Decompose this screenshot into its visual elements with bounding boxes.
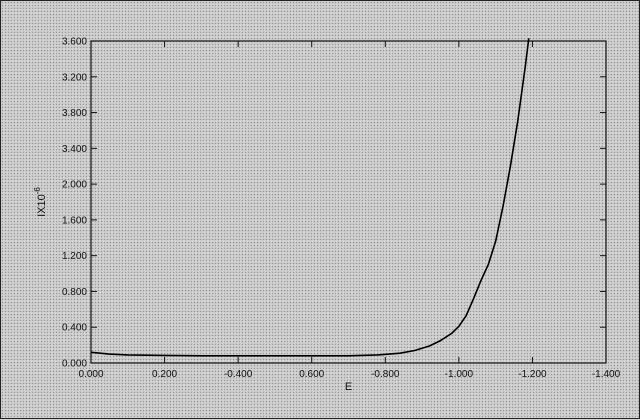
y-tick-label: 0.800 [62,287,87,298]
x-tick-label: -0.800 [371,369,400,380]
y-tick-label: 2.000 [62,180,87,191]
x-axis-label: E [345,381,352,393]
y-axis-label: IX10-6 [33,187,48,217]
y-axis-label-exponent: -6 [33,187,42,195]
y-tick-label: 3.200 [62,72,87,83]
x-tick-label: -1.200 [518,369,547,380]
y-tick-label: 1.200 [62,251,87,262]
data-line [90,38,530,357]
y-tick-label: 1.600 [62,215,87,226]
plot-area-border [90,40,607,364]
x-tick-label: 0.200 [152,369,177,380]
y-axis-label-base: IX10 [36,194,48,217]
x-tick-label: -0.400 [224,369,253,380]
y-tick-label: 0.400 [62,323,87,334]
x-tick-label: -1.000 [445,369,474,380]
x-tick-label: 0.000 [78,369,103,380]
y-tick-label: 3.800 [62,108,87,119]
y-tick-label: 0.000 [62,359,87,370]
x-tick-label: -1.400 [592,369,621,380]
y-tick-label: 3.600 [62,37,87,48]
x-tick-label: 0.600 [299,369,324,380]
y-tick-label: 3.400 [62,144,87,155]
